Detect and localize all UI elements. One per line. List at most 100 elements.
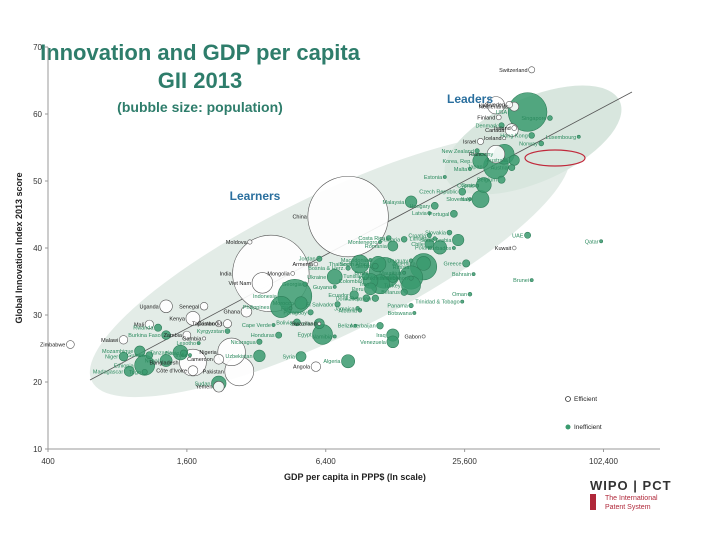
legend-inefficient-marker: [565, 424, 571, 430]
data-point: [496, 114, 502, 121]
y-tick-label: 10: [33, 445, 42, 454]
data-label: Germany: [471, 152, 494, 158]
data-label: Gambia: [182, 336, 202, 342]
data-label: Venezuela: [360, 340, 387, 346]
data-point: [471, 272, 476, 277]
data-label: Viet Nam: [229, 281, 252, 287]
data-label: Benin: [165, 351, 179, 357]
data-label: Portugal: [429, 212, 450, 218]
data-label: Colombia: [339, 279, 363, 285]
data-point: [349, 290, 359, 300]
data-point: [334, 301, 341, 308]
x-ticks: 400 1,600 6,400 25,600 102,400: [41, 449, 619, 466]
data-label: Swaziland: [292, 322, 317, 328]
data-label: Ghana: [224, 310, 241, 316]
data-label: Tanzania: [150, 351, 173, 357]
y-tick-label: 70: [33, 43, 42, 52]
data-label: Uruguay: [387, 259, 408, 265]
data-point: [310, 361, 321, 372]
y-tick-label: 50: [33, 177, 42, 186]
data-label: Namibia: [312, 334, 333, 340]
data-label: Mozambique: [102, 349, 134, 355]
data-label: Norway: [519, 141, 538, 147]
data-point: [361, 272, 370, 280]
data-label: Austria: [491, 166, 509, 172]
data-point: [497, 175, 506, 184]
data-point: [529, 278, 534, 283]
data-label: Montenegro: [348, 240, 377, 246]
data-label: Australia: [487, 158, 509, 164]
data-label: Zimbabwe: [40, 342, 65, 348]
data-point: [202, 336, 206, 341]
data-label: Canada: [485, 128, 505, 134]
data-point: [477, 138, 484, 145]
logo-main: WIPO | PCT: [590, 478, 672, 493]
wipo-pct-logo: WIPO | PCT The International Patent Syst…: [590, 478, 672, 511]
data-label: Luxembourg: [546, 135, 577, 141]
data-point: [528, 66, 536, 74]
x-tick-label: 1,600: [177, 457, 198, 466]
data-label: Cyprus: [457, 184, 475, 190]
data-point: [350, 254, 370, 274]
data-point: [295, 351, 307, 362]
data-label: Mongolia: [267, 271, 290, 277]
data-point: [294, 296, 308, 310]
data-point: [253, 349, 266, 362]
data-label: Zambia: [164, 333, 183, 339]
data-point: [412, 311, 417, 315]
data-point: [288, 306, 293, 311]
data-point: [345, 265, 351, 271]
data-label: Finland: [477, 115, 495, 121]
data-point: [528, 132, 535, 139]
data-label: Paraguay: [283, 310, 307, 316]
data-point: [251, 272, 274, 294]
data-label: Singapore: [521, 116, 546, 122]
data-point: [432, 240, 447, 255]
data-label: Switzerland: [499, 68, 527, 74]
data-point: [256, 338, 263, 345]
data-label: Pakistan: [203, 369, 224, 375]
data-point: [486, 145, 506, 164]
data-label: Belize: [338, 324, 353, 330]
data-point: [432, 236, 437, 241]
data-point: [442, 175, 447, 179]
data-point: [364, 282, 377, 296]
data-label: Macedonia: [341, 258, 369, 264]
data-point: [332, 334, 337, 339]
data-point: [159, 299, 173, 313]
data-label: Togo: [129, 370, 141, 376]
data-label: Spain: [461, 183, 475, 189]
data-label: Moldova: [226, 240, 248, 246]
data-label: Saudi Arabia: [420, 238, 452, 244]
x-tick-label: 25,600: [452, 457, 477, 466]
data-label: Senegal: [179, 304, 199, 310]
data-point: [357, 308, 363, 313]
data-label: Cameroon: [187, 357, 213, 363]
data-label: Peru: [352, 287, 364, 293]
data-point: [316, 255, 323, 262]
data-label: Iran: [360, 282, 369, 288]
data-label: Kenya: [169, 316, 186, 322]
data-label: Uzbekistan: [225, 354, 252, 360]
x-tick-label: 6,400: [316, 457, 337, 466]
data-label: Romania: [365, 244, 388, 250]
data-label: Philippines: [243, 305, 270, 311]
data-label: Kuwait: [495, 246, 512, 252]
data-point: [362, 294, 371, 303]
y-tick-label: 20: [33, 378, 42, 387]
data-label: Indonesia: [253, 294, 278, 300]
data-point: [426, 232, 432, 238]
data-point: [66, 340, 75, 349]
data-point: [408, 275, 414, 281]
data-point: [471, 190, 490, 208]
data-point: [408, 258, 414, 263]
data-point: [376, 322, 384, 330]
data-label: Bahrain: [452, 272, 471, 278]
data-point: [404, 195, 418, 208]
data-label: Guinea: [127, 353, 146, 359]
data-label: Qatar: [585, 239, 599, 245]
data-label: Mauritius: [379, 271, 402, 277]
data-point: [524, 231, 532, 239]
data-point: [538, 140, 544, 147]
